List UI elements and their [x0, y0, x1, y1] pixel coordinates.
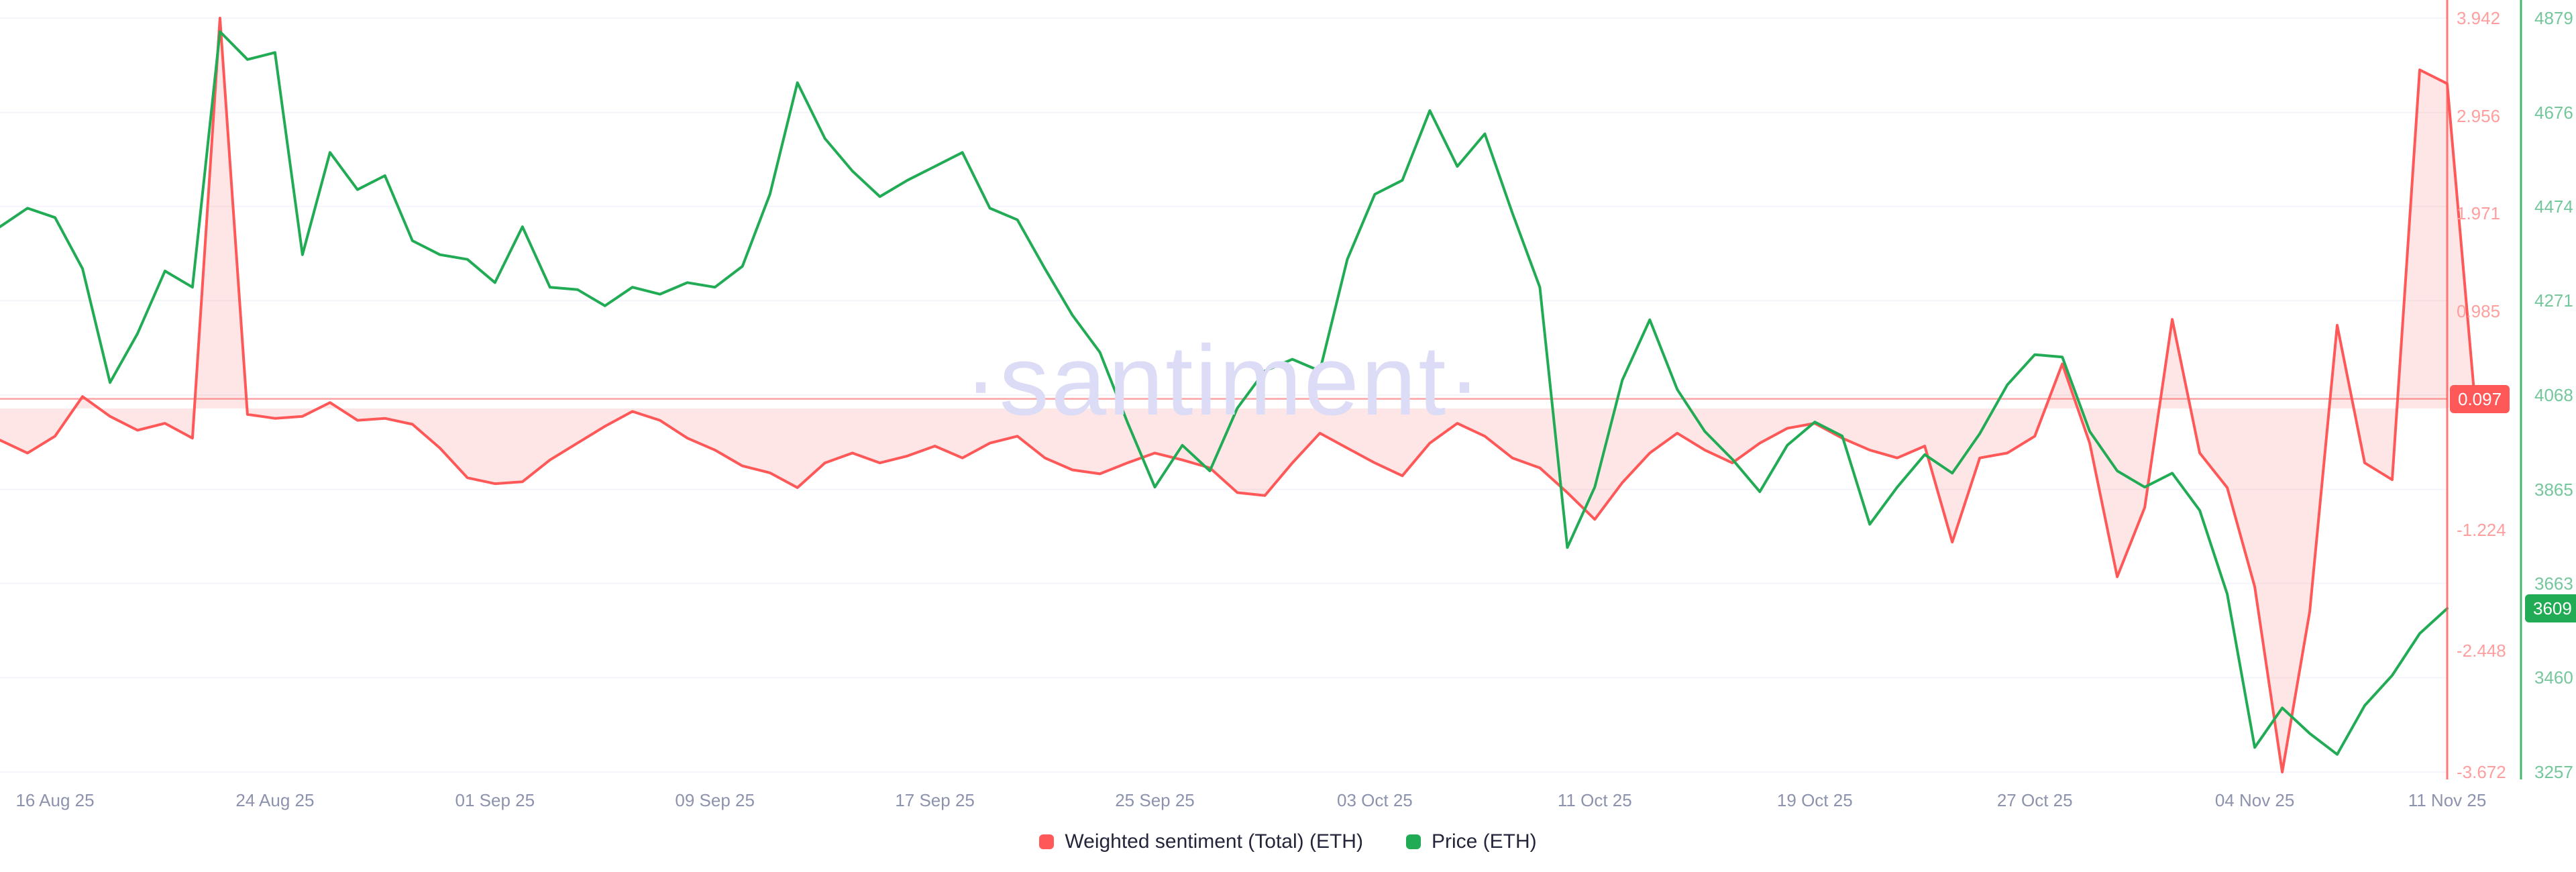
price-axis-tick: 3460 — [2534, 667, 2573, 688]
sentiment-axis-tick: 1.971 — [2457, 203, 2501, 223]
x-axis-tick: 17 Sep 25 — [895, 790, 975, 810]
x-axis-tick: 27 Oct 25 — [1996, 790, 2073, 810]
x-axis-tick: 11 Nov 25 — [2408, 790, 2487, 810]
legend-item-price[interactable]: Price (ETH) — [1405, 830, 1537, 853]
x-axis: 16 Aug 25 24 Aug 25 01 Sep 25 09 Sep 25 17 S… — [0, 790, 2576, 820]
price-series-line[interactable] — [0, 30, 2449, 756]
sentiment-legend-swatch-icon — [1039, 834, 1055, 849]
sentiment-axis-tick: -1.224 — [2457, 519, 2506, 540]
sentiment-series-line[interactable] — [0, 17, 2476, 773]
x-axis-tick: 24 Aug 25 — [235, 790, 315, 810]
legend-item-sentiment[interactable]: Weighted sentiment (Total) (ETH) — [1039, 830, 1363, 853]
sentiment-axis-tick: 2.956 — [2457, 105, 2501, 126]
price-legend-swatch-icon — [1405, 834, 1421, 849]
legend-label-sentiment: Weighted sentiment (Total) (ETH) — [1065, 830, 1363, 853]
x-axis-tick: 09 Sep 25 — [675, 790, 755, 810]
price-axis-tick: 4676 — [2534, 102, 2573, 123]
price-axis-tick: 3865 — [2534, 479, 2573, 500]
x-axis-tick: 16 Aug 25 — [15, 790, 95, 810]
price-axis-tick: 4271 — [2534, 290, 2573, 311]
x-axis-tick: 11 Oct 25 — [1557, 790, 1632, 810]
price-axis-tick: 4879 — [2534, 8, 2573, 28]
price-current-badge: 3609 — [2525, 594, 2576, 623]
legend: Weighted sentiment (Total) (ETH) Price (… — [0, 830, 2576, 853]
x-axis-tick: 04 Nov 25 — [2214, 790, 2295, 810]
price-axis-tick: 3663 — [2534, 573, 2573, 594]
sentiment-axis: 3.942 2.956 1.971 0.985 -1.224 -2.448 -3.672 — [2457, 0, 2537, 872]
price-axis-tick: 4474 — [2534, 196, 2573, 217]
sentiment-axis-tick: -2.448 — [2457, 641, 2506, 661]
x-axis-tick: 25 Sep 25 — [1115, 790, 1195, 810]
x-axis-tick: 01 Sep 25 — [455, 790, 535, 810]
x-axis-tick: 03 Oct 25 — [1337, 790, 1413, 810]
price-axis-tick: 4068 — [2534, 385, 2573, 405]
legend-label-price: Price (ETH) — [1431, 830, 1537, 853]
sentiment-axis-tick: 0.985 — [2457, 301, 2501, 321]
price-axis-tick: 3257 — [2534, 762, 2573, 782]
sentiment-axis-tick: 3.942 — [2457, 8, 2501, 28]
price-axis: 4879 4676 4474 4271 4068 3865 3663 3460 3257 — [2534, 0, 2576, 872]
sentiment-current-badge: 0.097 — [2450, 384, 2510, 413]
x-axis-tick: 19 Oct 25 — [1776, 790, 1853, 810]
sentiment-axis-tick: -3.672 — [2457, 762, 2506, 782]
